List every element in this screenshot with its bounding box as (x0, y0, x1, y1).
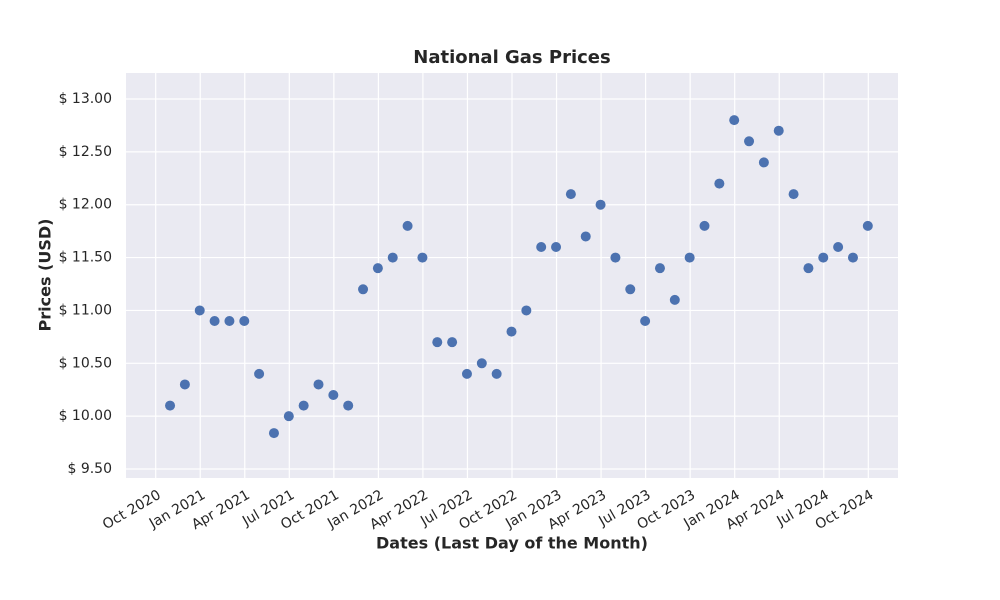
point (239, 316, 250, 327)
point (610, 252, 621, 263)
point (640, 316, 651, 327)
point (165, 400, 176, 411)
point (729, 115, 740, 126)
point (417, 252, 428, 263)
point (224, 316, 235, 327)
point (654, 263, 665, 274)
point (402, 220, 413, 231)
point (328, 390, 339, 401)
point (343, 400, 354, 411)
y-tick-label: $ 12.00 (59, 197, 112, 213)
y-tick-label: $ 11.00 (59, 302, 112, 318)
point (179, 379, 190, 390)
point (313, 379, 324, 390)
point (432, 337, 443, 348)
point (847, 252, 858, 263)
point (476, 358, 487, 369)
point (268, 428, 279, 439)
point (491, 368, 502, 379)
point (744, 136, 755, 147)
y-tick-label: $ 13.00 (59, 91, 112, 107)
point (209, 316, 220, 327)
y-tick-label: $ 10.00 (59, 408, 112, 424)
point (283, 411, 294, 422)
point (595, 199, 606, 210)
point (669, 294, 680, 305)
point (699, 220, 710, 231)
point (461, 368, 472, 379)
point (551, 242, 562, 253)
y-axis-label: Prices (USD) (36, 219, 55, 332)
point (536, 242, 547, 253)
point (254, 368, 265, 379)
y-tick-label: $ 11.50 (59, 250, 112, 266)
chart-title: National Gas Prices (413, 47, 610, 68)
point (447, 337, 458, 348)
point (194, 305, 205, 316)
point (358, 284, 369, 295)
point (833, 242, 844, 253)
point (372, 263, 383, 274)
point (788, 189, 799, 200)
point (387, 252, 398, 263)
point (758, 157, 769, 168)
y-tick-label: $ 9.50 (67, 461, 112, 477)
point (773, 125, 784, 136)
point (803, 263, 814, 274)
point (818, 252, 829, 263)
point (580, 231, 591, 242)
point (862, 220, 873, 231)
point (565, 189, 576, 200)
y-tick-label: $ 12.50 (59, 144, 112, 160)
point (684, 252, 695, 263)
x-axis-label: Dates (Last Day of the Month) (376, 534, 648, 553)
y-tick-label: $ 10.50 (59, 355, 112, 371)
point (506, 326, 517, 337)
point (714, 178, 725, 189)
point (298, 400, 309, 411)
point (521, 305, 532, 316)
point (625, 284, 636, 295)
